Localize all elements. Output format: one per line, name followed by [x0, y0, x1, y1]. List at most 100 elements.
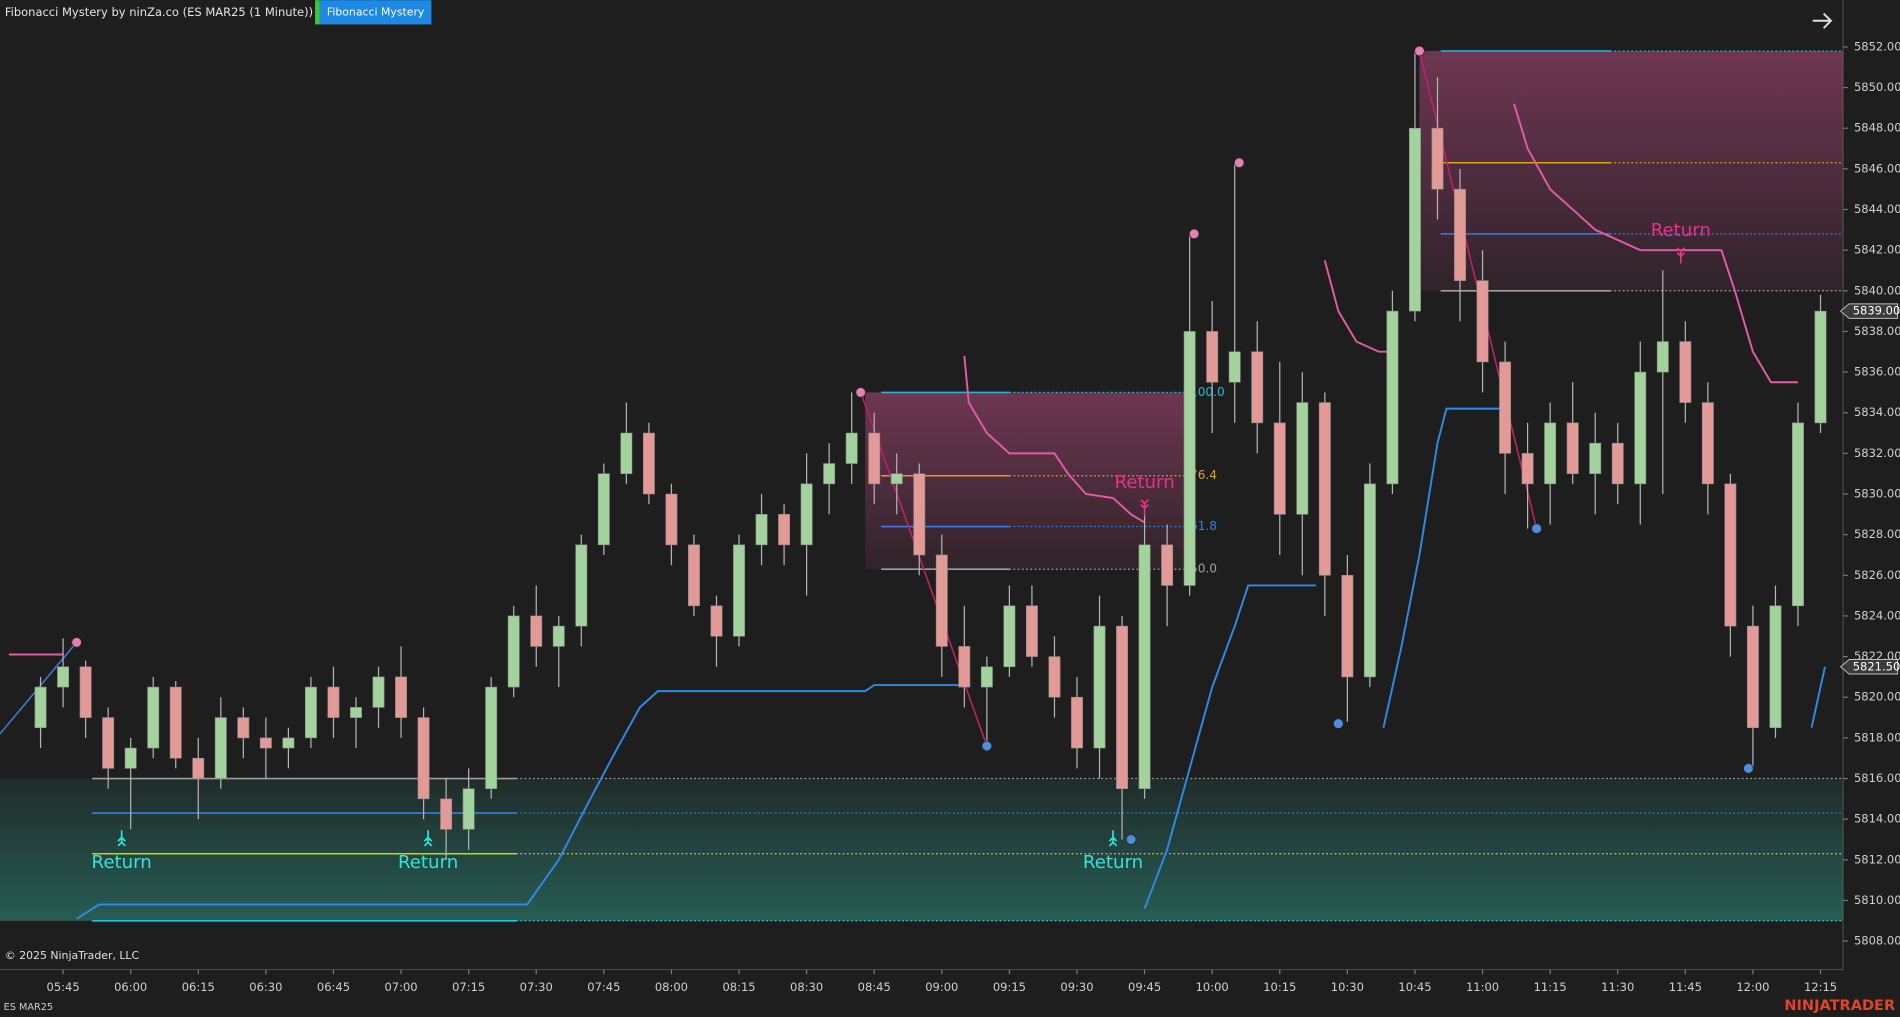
candle-body	[485, 686, 498, 789]
y-tick-label: 5808.00	[1854, 934, 1900, 948]
candle-body	[1025, 605, 1038, 657]
candle-body	[1634, 371, 1647, 485]
candle-body	[1251, 351, 1264, 424]
x-tick-label: 06:30	[249, 980, 282, 994]
candle-body	[1521, 453, 1534, 485]
candle-body	[259, 737, 272, 749]
x-tick-label: 08:30	[790, 980, 823, 994]
trailing-line	[8, 103, 1798, 656]
signal-label: Return	[1114, 472, 1174, 493]
x-tick-label: 06:45	[317, 980, 350, 994]
candle-body	[800, 483, 813, 546]
scroll-arrow-icon[interactable]	[1812, 12, 1833, 29]
candle-body	[124, 747, 137, 769]
pivot-dot	[981, 740, 993, 752]
button-accent	[315, 0, 320, 25]
x-tick-label: 12:00	[1736, 980, 1769, 994]
plot-area: 100.0 76.4 61.8 50.0 5808.00 5810.00 5812.00 58…	[0, 39, 1900, 994]
y-tick-label: 5818.00	[1854, 730, 1900, 744]
y-tick-label: 5812.00	[1854, 852, 1900, 866]
candle-body	[214, 717, 227, 779]
y-tick-label: 5828.00	[1854, 527, 1900, 541]
candle-body	[1048, 656, 1061, 698]
candle-body	[980, 666, 993, 688]
candle-body	[530, 615, 543, 647]
candle-body	[868, 432, 881, 485]
candle-body	[1138, 544, 1151, 789]
x-tick-label: 08:45	[858, 980, 891, 994]
candle-body	[913, 473, 926, 556]
button-bg[interactable]	[319, 0, 432, 25]
x-tick-label: 07:45	[587, 980, 620, 994]
candle-body	[417, 717, 430, 800]
y-tick-label: 5820.00	[1854, 690, 1900, 704]
fib-ratio-label: 76.4	[1190, 468, 1217, 482]
candle-body	[1611, 442, 1624, 485]
candle-body	[350, 707, 362, 718]
fib-ratio-label: 61.8	[1190, 519, 1217, 533]
trailing-line	[76, 407, 1826, 920]
price-marker-label: 5839.00	[1853, 304, 1900, 318]
y-tick-label: 5816.00	[1854, 771, 1900, 785]
candle-body	[778, 514, 791, 546]
fib-ratio-label: 50.0	[1190, 562, 1217, 576]
candle-body	[755, 514, 768, 546]
candle-body	[1679, 341, 1692, 403]
candle-body	[1003, 605, 1016, 668]
y-tick-label: 5836.00	[1854, 365, 1900, 379]
signal-arrow	[423, 830, 433, 847]
x-tick-label: 07:00	[384, 980, 417, 994]
candle-body	[1814, 310, 1827, 424]
candle-body	[1589, 442, 1602, 474]
pivot-dot	[1743, 763, 1754, 774]
pivot-dot	[71, 637, 82, 648]
x-tick-label: 07:15	[452, 980, 485, 994]
signal-arrow	[1108, 830, 1118, 847]
x-tick-label: 09:00	[925, 980, 958, 994]
price-marker	[1839, 303, 1899, 319]
candle-body	[57, 666, 70, 688]
candle-body	[327, 686, 340, 718]
button-label[interactable]: Fibonacci Mystery	[327, 5, 425, 18]
candle-body	[620, 432, 633, 474]
candle-body	[169, 686, 182, 759]
candle-body	[1273, 422, 1286, 515]
candle-body	[935, 554, 948, 647]
x-tick-label: 11:30	[1601, 980, 1634, 994]
pivot-dot	[1125, 834, 1137, 845]
candle-body	[552, 625, 565, 647]
candle-body	[1656, 341, 1669, 373]
pivot-dot	[1414, 45, 1425, 57]
candle-body	[304, 686, 317, 739]
candle-body	[733, 544, 745, 637]
candle-body	[845, 432, 858, 464]
x-tick-label: 10:30	[1331, 980, 1364, 994]
candle-body	[1746, 625, 1759, 729]
candle-body	[1454, 188, 1466, 281]
candle-body	[372, 676, 385, 708]
candle-body	[1161, 544, 1174, 586]
y-tick-label: 5814.00	[1854, 812, 1900, 826]
x-tick-label: 09:45	[1128, 980, 1161, 994]
candle-body	[1701, 402, 1714, 485]
pivot-dot	[1188, 228, 1200, 240]
candle-body	[1071, 696, 1083, 749]
candle-body	[192, 757, 205, 779]
price-marker-label: 5821.50	[1853, 659, 1900, 673]
pivot-dot	[1333, 718, 1344, 729]
signal-label: Return	[1083, 852, 1143, 873]
x-tick-label: 06:15	[182, 980, 215, 994]
pivot-dot	[1234, 157, 1245, 168]
candle-body	[1183, 331, 1196, 586]
y-tick-label: 5824.00	[1854, 608, 1900, 622]
y-tick-label: 5838.00	[1854, 324, 1900, 338]
brand: NINJATRADER	[1784, 998, 1895, 1014]
indicator-button[interactable]: Fibonacci Mystery	[315, 0, 432, 25]
candle-body	[1386, 310, 1399, 485]
signal-arrow	[117, 830, 126, 847]
signal-label: Return	[92, 852, 152, 873]
candle-body	[665, 493, 678, 546]
y-tick-label: 5844.00	[1854, 202, 1900, 216]
x-tick-label: 10:45	[1398, 980, 1431, 994]
candle-body	[395, 676, 407, 718]
